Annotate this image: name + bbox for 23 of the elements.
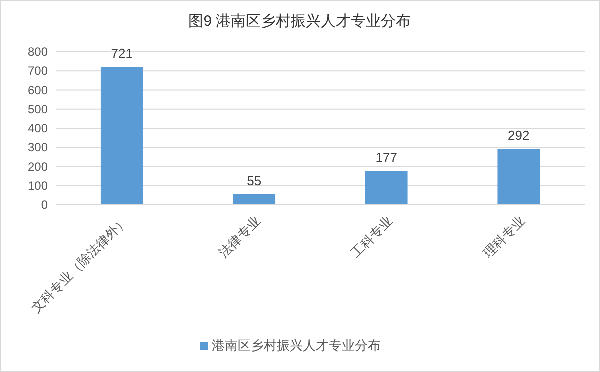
bar [365, 171, 408, 205]
bar [498, 149, 540, 205]
x-tick-label: 法律专业 [216, 213, 264, 261]
y-tick-label: 100 [28, 178, 48, 193]
legend-label: 港南区乡村振兴人才专业分布 [212, 338, 381, 353]
data-label: 292 [508, 128, 530, 144]
chart-title: 图9 港南区乡村振兴人才专业分布 [188, 13, 412, 30]
data-label: 721 [111, 46, 133, 62]
bar [233, 194, 276, 205]
x-tick-label: 理科专业 [480, 213, 528, 261]
y-tick-label: 300 [28, 140, 48, 155]
y-tick-label: 700 [28, 64, 48, 78]
x-tick-label: 文科专业（除法律外） [28, 213, 132, 316]
y-tick-label: 200 [28, 160, 48, 174]
y-tick-label: 500 [28, 102, 48, 116]
data-label: 177 [376, 150, 398, 166]
bar [100, 67, 144, 205]
y-tick-label: 0 [41, 198, 48, 212]
y-tick-label: 400 [28, 122, 48, 136]
x-tick-label: 工科专业 [348, 213, 396, 261]
y-tick-label: 800 [28, 45, 48, 59]
y-tick-label: 600 [28, 83, 48, 98]
data-label: 55 [247, 173, 262, 188]
